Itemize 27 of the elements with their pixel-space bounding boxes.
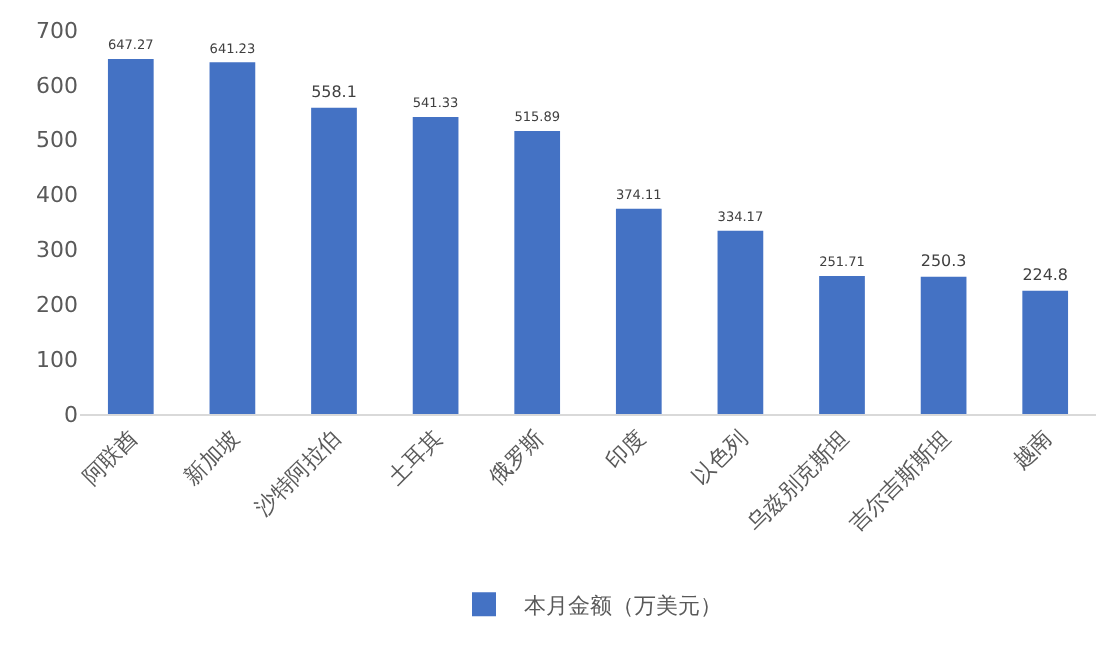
bar xyxy=(311,107,357,414)
bar xyxy=(412,117,459,414)
x-tick-label: 越南 xyxy=(1007,425,1058,475)
legend-label: 本月金额（万美元） xyxy=(524,592,722,619)
y-tick-label: 300 xyxy=(36,237,78,264)
bar xyxy=(107,58,154,414)
bar xyxy=(819,275,865,414)
x-tick-label: 以色列 xyxy=(687,425,753,491)
y-tick-label: 500 xyxy=(36,127,78,154)
y-tick-label: 0 xyxy=(64,401,78,428)
bar xyxy=(1022,290,1069,414)
y-tick-label: 400 xyxy=(36,182,78,209)
x-tick-label: 新加坡 xyxy=(179,425,245,491)
x-tick-label: 土耳其 xyxy=(382,425,448,491)
y-tick-label: 100 xyxy=(36,346,78,373)
x-tick-label: 印度 xyxy=(601,425,651,475)
y-tick-label: 700 xyxy=(36,17,78,44)
bar xyxy=(717,230,764,414)
y-tick-label: 600 xyxy=(36,72,78,99)
x-tick-label: 沙特阿拉伯 xyxy=(249,425,347,522)
y-tick-label: 200 xyxy=(36,291,78,318)
bar xyxy=(209,62,256,414)
bar xyxy=(514,131,561,414)
bar xyxy=(920,276,967,414)
x-tick-label: 俄罗斯 xyxy=(484,425,550,491)
x-tick-label: 阿联酋 xyxy=(77,425,143,491)
bar xyxy=(615,208,662,414)
